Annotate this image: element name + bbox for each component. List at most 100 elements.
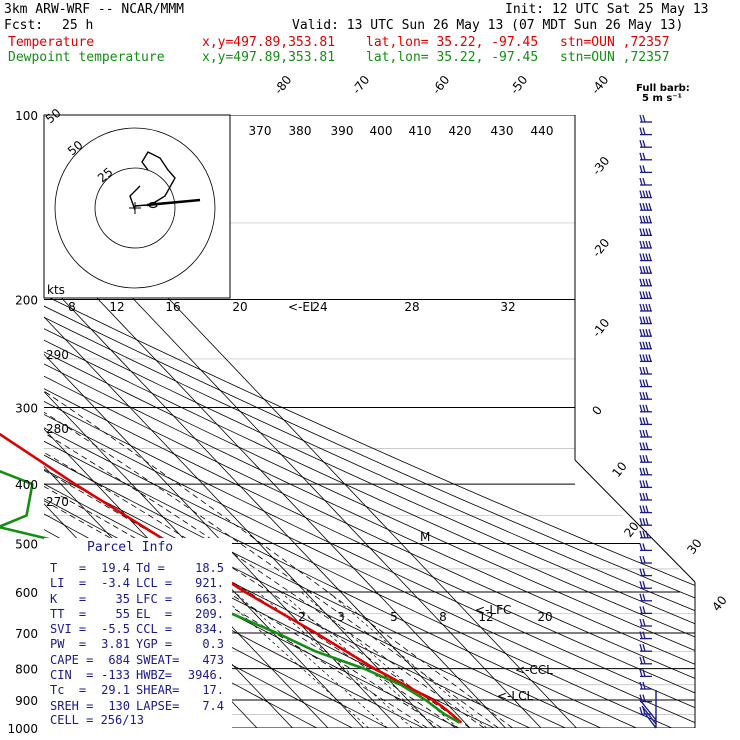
wind-barb bbox=[639, 152, 652, 161]
parcel-row: SVI = -5.5 CCL = 834. bbox=[50, 622, 232, 637]
parcel-key: T = bbox=[50, 561, 87, 575]
barb-flag bbox=[642, 240, 646, 249]
barb-flag bbox=[645, 266, 649, 274]
barb-flag bbox=[639, 291, 643, 299]
wind-barb bbox=[639, 379, 652, 388]
wind-barb bbox=[639, 114, 652, 123]
barb-flag bbox=[642, 253, 646, 261]
wind-barb bbox=[639, 681, 652, 690]
parcel-value: 29.1 bbox=[101, 683, 130, 698]
wind-barb bbox=[639, 618, 652, 627]
isotherm-line bbox=[0, 115, 9, 728]
barb-flag bbox=[642, 505, 646, 513]
barb-flag bbox=[642, 467, 646, 475]
wind-barb bbox=[639, 165, 652, 174]
barb-flag bbox=[648, 253, 652, 261]
barb-flag bbox=[642, 392, 646, 400]
barb-flag bbox=[642, 618, 646, 627]
wind-barb bbox=[639, 656, 652, 665]
surface-barbs bbox=[639, 690, 657, 729]
parcel-value: 209. bbox=[195, 606, 224, 621]
barb-flag bbox=[639, 379, 643, 387]
wind-barb bbox=[639, 190, 652, 199]
barb-flag bbox=[639, 392, 643, 400]
parcel-value: 17. bbox=[202, 683, 224, 698]
barb-flag bbox=[639, 341, 643, 349]
parcel-key: SREH = bbox=[50, 698, 94, 713]
barb-flag bbox=[639, 165, 643, 173]
barb-flag bbox=[645, 467, 649, 475]
parcel-key: PW = bbox=[50, 637, 87, 652]
barb-flag bbox=[639, 518, 643, 526]
barb-flag bbox=[642, 278, 646, 286]
barb-flag bbox=[642, 152, 646, 160]
parcel-key: SWEAT= bbox=[136, 652, 180, 667]
legend-temp-coords: x,y=497.89,353.81 bbox=[202, 35, 336, 50]
barb-flag bbox=[639, 177, 643, 186]
mixing-ratio-label: 8 bbox=[439, 610, 447, 624]
hodo-storm-motion bbox=[148, 201, 158, 209]
theta-e-label: 400 bbox=[370, 124, 393, 138]
dry-adiabat bbox=[44, 305, 695, 599]
parcel-key: LCL = bbox=[136, 576, 173, 591]
barb-flag bbox=[645, 404, 649, 412]
hodo-speed-label: 24 bbox=[312, 300, 327, 314]
parcel-key: HWBZ= bbox=[136, 668, 173, 683]
hodo-ring-50 bbox=[54, 127, 216, 289]
wind-barb bbox=[639, 568, 652, 577]
hodo-ring-25 bbox=[94, 167, 176, 249]
barb-flag bbox=[645, 392, 649, 400]
barb-flag bbox=[642, 429, 646, 438]
barb-flag bbox=[648, 240, 652, 249]
barb-flag bbox=[639, 681, 643, 690]
parcel-key: SVI = bbox=[50, 622, 87, 637]
wind-barbs bbox=[639, 114, 657, 729]
barb-flag bbox=[648, 354, 652, 362]
parcel-value: 663. bbox=[195, 591, 224, 606]
barb-flag bbox=[639, 215, 643, 223]
pressure-tick-label: 200 bbox=[15, 294, 38, 308]
wind-barb bbox=[639, 455, 652, 463]
barb-flag bbox=[645, 228, 649, 236]
barb-flag bbox=[639, 404, 643, 412]
wind-barb bbox=[639, 392, 652, 400]
wind-barb bbox=[639, 631, 652, 640]
barb-flag bbox=[639, 581, 643, 589]
parcel-key: K = bbox=[50, 591, 87, 606]
barb-flag bbox=[645, 505, 649, 513]
barb-flag bbox=[642, 530, 646, 538]
pressure-tick-label: 400 bbox=[15, 478, 38, 492]
legend-dew-coords: x,y=497.89,353.81 bbox=[202, 50, 336, 65]
parcel-value: -133 bbox=[101, 668, 130, 683]
barb-flag bbox=[639, 543, 643, 551]
barb-flag bbox=[639, 618, 643, 627]
theta-label: 290 bbox=[46, 348, 69, 362]
mixing-ratio-line bbox=[300, 591, 459, 728]
theta-e-label: 380 bbox=[289, 124, 312, 138]
theta-e-label: 390 bbox=[331, 124, 354, 138]
wind-barb bbox=[639, 228, 652, 237]
barb-flag bbox=[642, 316, 646, 324]
barb-flag bbox=[639, 492, 643, 501]
barb-flag bbox=[639, 366, 643, 375]
legend-label: Temperature bbox=[8, 35, 95, 50]
barb-flag bbox=[645, 417, 649, 425]
right-margin-mask bbox=[575, 115, 740, 740]
barb-flag bbox=[642, 140, 646, 148]
barb-flag bbox=[642, 681, 646, 690]
barb-flag bbox=[642, 303, 646, 312]
theta-e-label: 420 bbox=[449, 124, 472, 138]
level-marker: <-CCL bbox=[515, 663, 553, 677]
parcel-value: 0.3 bbox=[202, 637, 224, 652]
barb-flag bbox=[642, 177, 646, 186]
barb-flag bbox=[642, 266, 646, 274]
theta-e-label: 410 bbox=[409, 124, 432, 138]
wind-barb bbox=[639, 593, 652, 602]
barb-flag bbox=[648, 341, 652, 349]
barb-flag bbox=[639, 354, 643, 362]
freezing-level-marker: M bbox=[420, 530, 430, 544]
isotherm-line bbox=[44, 391, 364, 728]
barb-flag bbox=[648, 303, 652, 312]
parcel-key: Tc = bbox=[50, 683, 87, 698]
